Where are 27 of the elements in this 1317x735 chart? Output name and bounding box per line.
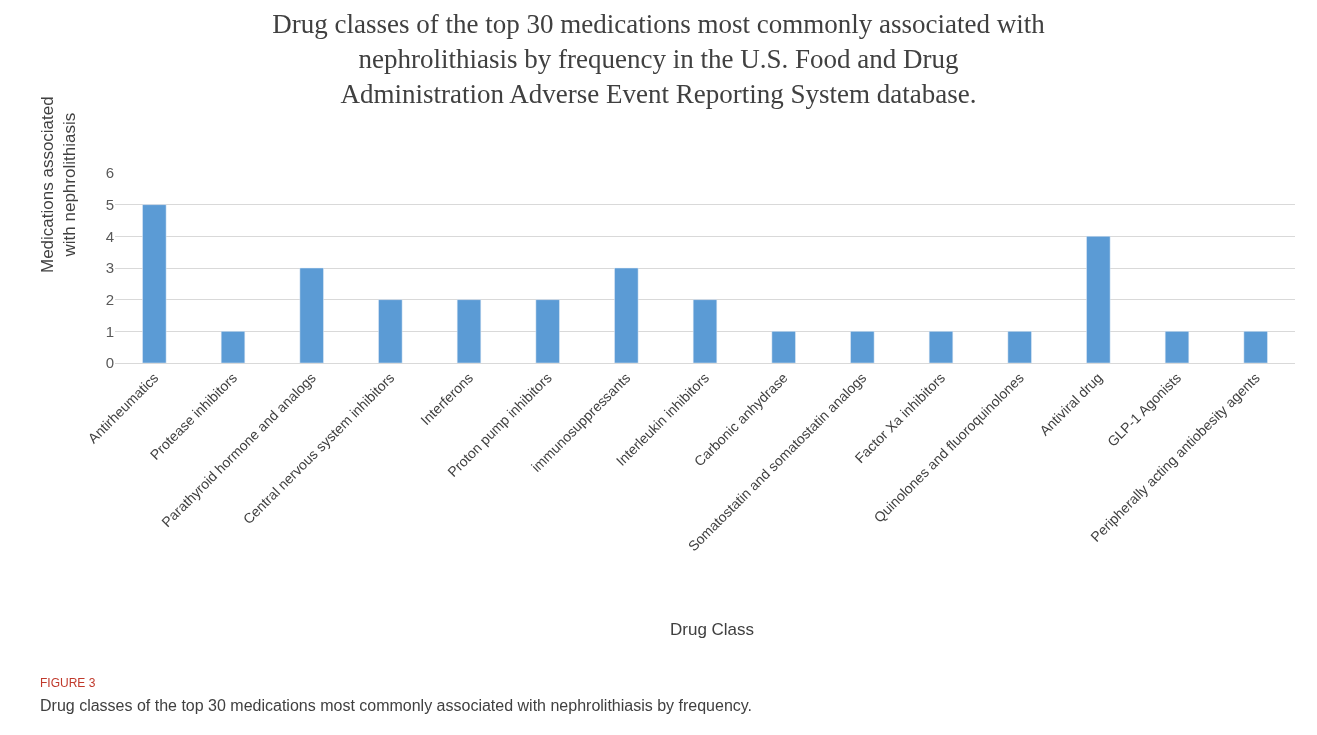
bar xyxy=(456,299,482,363)
bar xyxy=(142,204,167,363)
bar xyxy=(378,299,403,363)
bar xyxy=(535,299,560,363)
y-tick-label: 0 xyxy=(105,354,114,372)
bar xyxy=(1243,331,1268,363)
y-tick-label: 3 xyxy=(105,259,114,277)
y-tick-label: 4 xyxy=(105,227,114,245)
bar xyxy=(771,331,796,363)
bar xyxy=(692,299,718,363)
bar xyxy=(928,331,954,363)
text: Drug classes of the top 30 medications most commonly associated with nephrolithiasis by frequency. xyxy=(40,697,753,714)
caption: FIGURE 3 xyxy=(40,676,96,690)
y-tick-label: 2 xyxy=(105,290,114,308)
bar xyxy=(299,267,324,363)
y-tick-label: 1 xyxy=(105,322,114,340)
bar xyxy=(614,267,639,363)
bar xyxy=(1164,331,1190,363)
y-tick-label: 5 xyxy=(105,195,114,213)
y-axis-title: Medications associated with nephrolithiasis xyxy=(38,96,80,273)
bar xyxy=(220,331,246,363)
y-tick-label: 6 xyxy=(105,164,114,182)
bar xyxy=(1007,331,1032,363)
bar xyxy=(850,331,875,363)
x-axis-title: Drug Class xyxy=(670,620,755,639)
chart-title: Drug classes of the top 30 medications most commonly associated with nephrolithiasis by frequency in the U.S. Food and Drug Administration Adverse Event Reporting System database. xyxy=(272,9,1046,110)
bar xyxy=(1086,236,1111,363)
